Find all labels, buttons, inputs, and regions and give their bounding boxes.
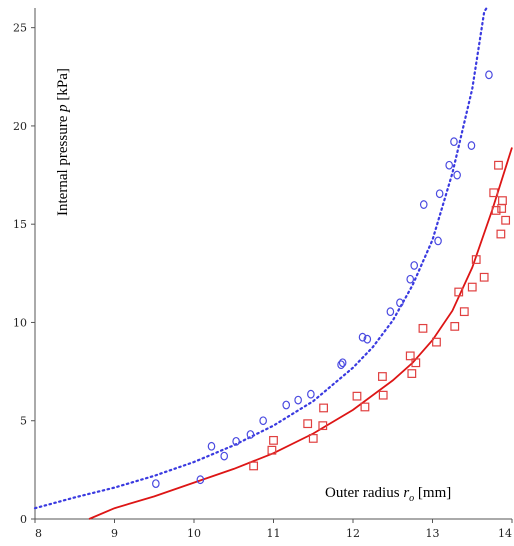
y-tick-label: 5 [20, 415, 27, 428]
circle-point [259, 416, 267, 426]
square-point [450, 321, 460, 331]
dotted-fit-curve [33, 6, 488, 510]
x-tick-label: 8 [35, 527, 42, 540]
circle-point [386, 307, 395, 317]
square-point [308, 434, 318, 443]
circle-point [232, 436, 240, 446]
square-point [491, 206, 501, 215]
circle-point [207, 441, 216, 451]
square-point [360, 402, 370, 412]
circle-point [450, 137, 458, 147]
circle-point [485, 70, 493, 80]
x-axis-title: Outer radius ro [mm] [325, 485, 451, 504]
square-point [467, 282, 477, 292]
circle-point [152, 479, 160, 489]
x-tick-label: 14 [498, 527, 512, 540]
circle-point [246, 430, 255, 439]
square-point [432, 337, 441, 347]
square-point [267, 445, 277, 455]
square-point [459, 307, 469, 317]
circle-point [358, 332, 367, 342]
circle-point [338, 358, 347, 368]
square-point [489, 188, 499, 198]
square-point [471, 255, 481, 264]
circle-point [435, 189, 444, 199]
square-point [319, 403, 328, 413]
x-tick-label: 9 [111, 527, 118, 540]
y-tick-label: 10 [13, 316, 27, 329]
y-tick-label: 25 [13, 22, 27, 35]
circle-point [337, 360, 345, 370]
x-ticks: 8 9 10 11 12 13 14 [34, 519, 513, 540]
square-point [498, 196, 507, 206]
square-point [494, 160, 503, 170]
square-point [411, 358, 421, 368]
square-point [318, 421, 328, 431]
circle-point [453, 170, 461, 180]
circle-point [467, 141, 476, 150]
circle-point [445, 160, 453, 170]
square-point [269, 435, 278, 445]
circle-point [419, 200, 428, 209]
y-ticks: 0 5 10 15 20 25 [13, 22, 35, 526]
circle-point [363, 334, 372, 344]
circle-point [220, 451, 229, 461]
data-points [152, 70, 511, 489]
square-point [378, 372, 387, 381]
fit-curves [33, 6, 513, 520]
y-tick-label: 0 [20, 513, 27, 526]
square-point [378, 390, 388, 400]
circle-point [294, 395, 302, 405]
circle-point [396, 298, 404, 308]
square-point [405, 351, 415, 361]
square-point [479, 272, 489, 282]
circle-point [307, 389, 315, 399]
circle-point [196, 475, 205, 485]
square-point [496, 229, 506, 239]
square-point [418, 323, 428, 333]
square-point [454, 287, 464, 297]
square-point [249, 461, 259, 471]
solid-fit-curve [88, 147, 513, 520]
y-tick-label: 15 [13, 218, 27, 231]
circle-point [434, 236, 442, 246]
x-tick-label: 12 [346, 527, 360, 540]
x-tick-label: 11 [267, 527, 281, 540]
x-tick-label: 13 [426, 527, 440, 540]
y-axis-title: Internal pressure p [kPa] [55, 68, 71, 216]
circle-point [410, 261, 419, 270]
square-point [352, 391, 362, 401]
square-point [407, 369, 417, 378]
square-point [501, 215, 511, 225]
y-tick-label: 20 [13, 120, 27, 133]
x-tick-label: 10 [187, 527, 201, 540]
square-point [497, 204, 507, 213]
circle-point [282, 400, 291, 410]
circle-point [406, 274, 415, 284]
square-point [303, 419, 313, 429]
axes [34, 8, 512, 520]
